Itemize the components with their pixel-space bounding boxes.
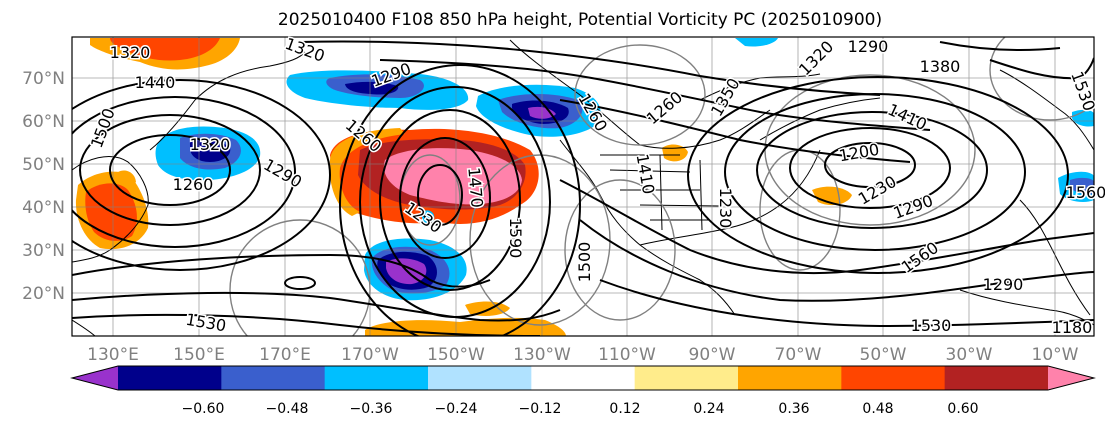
colorbar-tick-label: −0.36 bbox=[350, 401, 393, 417]
colorbar-segment bbox=[428, 366, 532, 390]
colorbar-segment bbox=[738, 366, 842, 390]
lon-axis: 130°E 150°E 170°E 170°W 150°W 130°W 110°… bbox=[87, 345, 1079, 365]
contour-label: 1320 bbox=[190, 135, 231, 154]
contour-label: 1380 bbox=[920, 57, 961, 76]
lon-label: 150°E bbox=[173, 345, 225, 365]
colorbar-tick-label: 0.60 bbox=[947, 401, 978, 417]
lon-label: 50°W bbox=[860, 345, 907, 365]
colorbar-segments bbox=[70, 365, 1096, 391]
pv-shading bbox=[75, 38, 1094, 336]
lon-label: 150°W bbox=[427, 345, 485, 365]
colorbar-segment bbox=[221, 366, 326, 390]
colorbar-segment bbox=[944, 366, 1049, 390]
lon-label: 10°W bbox=[1032, 345, 1079, 365]
colorbar-segment bbox=[841, 366, 946, 390]
contour-label: 1500 bbox=[575, 242, 594, 283]
lon-label: 130°E bbox=[87, 345, 139, 365]
pc-gray-contours bbox=[229, 37, 1094, 336]
contour-label: 1260 bbox=[173, 175, 214, 194]
lon-label: 90°W bbox=[689, 345, 736, 365]
contour-label: 1530 bbox=[911, 316, 952, 335]
colorbar-extend-high bbox=[1048, 366, 1094, 390]
colorbar-segment bbox=[634, 366, 739, 390]
colorbar-segment bbox=[531, 366, 636, 390]
plot-area bbox=[72, 37, 1094, 336]
lon-label: 110°W bbox=[598, 345, 656, 365]
contour-label: 1290 bbox=[848, 37, 889, 56]
contour-label: 1590 bbox=[506, 218, 525, 259]
colorbar-tick-label: 0.36 bbox=[778, 401, 809, 417]
lat-label: 70°N bbox=[22, 69, 65, 89]
contour-label: 1440 bbox=[135, 73, 176, 92]
colorbar-extend-low bbox=[72, 366, 118, 390]
contour-label: 1320 bbox=[110, 43, 151, 62]
lat-label: 60°N bbox=[22, 112, 65, 132]
lon-label: 30°W bbox=[946, 345, 993, 365]
lat-label: 20°N bbox=[22, 284, 65, 304]
contour-label: 1290 bbox=[983, 275, 1024, 294]
colorbar-segment bbox=[118, 366, 222, 390]
colorbar: −0.60 −0.48 −0.36 −0.24 −0.12 0.12 0.24 … bbox=[70, 365, 1096, 417]
colorbar-tick-label: −0.12 bbox=[519, 401, 562, 417]
colorbar-segment bbox=[324, 366, 429, 390]
colorbar-tick-label: 0.48 bbox=[862, 401, 893, 417]
contour-label: 1560 bbox=[1066, 183, 1105, 202]
lat-label: 40°N bbox=[22, 198, 65, 218]
lon-label: 170°W bbox=[341, 345, 399, 365]
lon-label: 70°W bbox=[775, 345, 822, 365]
colorbar-ticks: −0.60 −0.48 −0.36 −0.24 −0.12 0.12 0.24 … bbox=[182, 401, 979, 417]
colorbar-tick-label: 0.12 bbox=[609, 401, 640, 417]
lat-label: 50°N bbox=[22, 155, 65, 175]
colorbar-tick-label: −0.24 bbox=[435, 401, 478, 417]
colorbar-tick-label: −0.60 bbox=[182, 401, 225, 417]
lat-label: 30°N bbox=[22, 241, 65, 261]
lon-label: 130°W bbox=[513, 345, 571, 365]
lon-label: 170°E bbox=[259, 345, 311, 365]
plot-frame bbox=[71, 36, 1095, 337]
contour-label: 1230 bbox=[716, 188, 735, 229]
lat-axis: 70°N 60°N 50°N 40°N 30°N 20°N bbox=[22, 69, 65, 304]
contour-label: 1180 bbox=[1052, 318, 1093, 337]
height-contours bbox=[72, 40, 1094, 336]
colorbar-tick-label: −0.48 bbox=[266, 401, 309, 417]
colorbar-tick-label: 0.24 bbox=[693, 401, 724, 417]
contour-label: 1470 bbox=[464, 166, 486, 208]
map-title: 2025010400 F108 850 hPa height, Potentia… bbox=[277, 10, 883, 30]
